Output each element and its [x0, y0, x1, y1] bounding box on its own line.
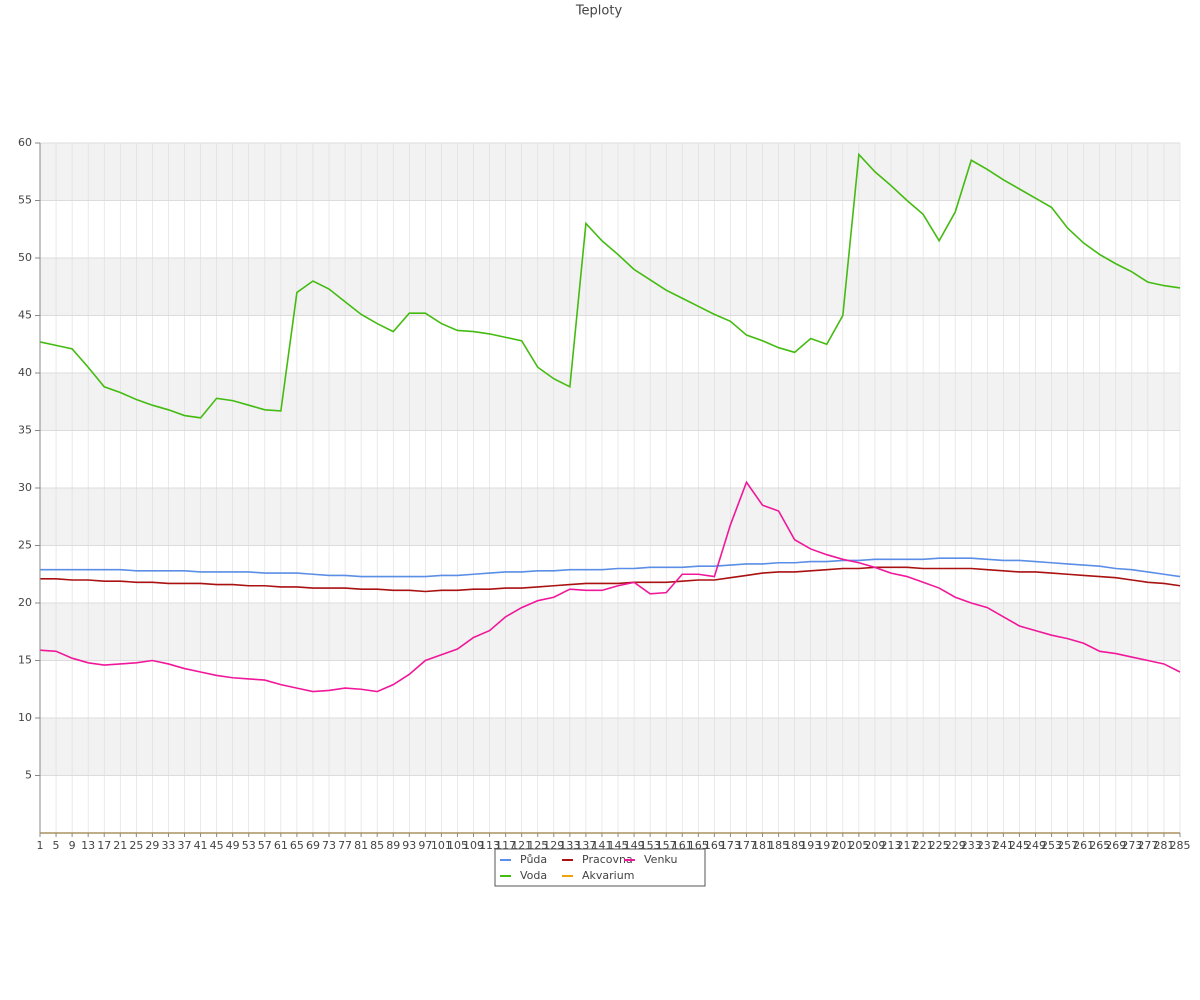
x-tick-label: 37	[178, 839, 192, 852]
x-tick-label: 233	[961, 839, 982, 852]
y-tick-label: 50	[18, 251, 32, 264]
x-tick-label: 281	[1153, 839, 1174, 852]
legend-box	[494, 848, 706, 887]
y-tick-label: 15	[18, 654, 32, 667]
x-tick-label: 273	[1121, 839, 1142, 852]
series-line	[40, 557, 1181, 578]
x-tick-label: 205	[848, 839, 869, 852]
y-tick-label: 35	[18, 424, 32, 437]
x-tick-label: 1	[37, 839, 44, 852]
x-tick-label: 169	[704, 839, 725, 852]
x-tick-label: 177	[736, 839, 757, 852]
y-tick-label: 60	[18, 136, 32, 149]
series-line	[40, 566, 1181, 593]
x-tick-label: 29	[145, 839, 159, 852]
y-tick-label: 10	[18, 711, 32, 724]
grid-band	[40, 488, 1180, 546]
x-tick-label: 285	[1170, 839, 1191, 852]
x-tick-label: 249	[1025, 839, 1046, 852]
x-tick-label: 173	[720, 839, 741, 852]
x-tick-label: 253	[1041, 839, 1062, 852]
x-tick-label: 241	[993, 839, 1014, 852]
x-tick-label: 225	[929, 839, 950, 852]
legend-label: Půda	[520, 853, 547, 866]
x-tick-label: 217	[897, 839, 918, 852]
legend: Půda Pracovna Venku Voda Akvarium	[500, 853, 677, 882]
x-tick-label: 9	[69, 839, 76, 852]
x-tick-label: 93	[402, 839, 416, 852]
x-tick-label: 105	[447, 839, 468, 852]
x-tick-label: 101	[431, 839, 452, 852]
x-tick-label: 245	[1009, 839, 1030, 852]
x-tick-label: 269	[1105, 839, 1126, 852]
legend-label: Voda	[520, 869, 547, 882]
x-tick-label: 49	[226, 839, 240, 852]
x-tick-label: 181	[752, 839, 773, 852]
grid-band	[40, 603, 1180, 661]
x-tick-label: 229	[945, 839, 966, 852]
chart-title: Teploty	[575, 4, 623, 19]
x-tick-label: 17	[97, 839, 111, 852]
y-tick-label: 45	[18, 309, 32, 322]
legend-label: Venku	[644, 853, 677, 866]
x-tick-label: 33	[161, 839, 175, 852]
x-tick-label: 197	[816, 839, 837, 852]
y-tick-label: 5	[25, 769, 32, 782]
x-tick-label: 57	[258, 839, 272, 852]
x-tick-label: 41	[194, 839, 208, 852]
grid-band	[40, 373, 1180, 431]
x-tick-label: 25	[129, 839, 143, 852]
y-tick-label: 30	[18, 481, 32, 494]
y-tick-label: 20	[18, 596, 32, 609]
x-tick-label: 209	[864, 839, 885, 852]
x-tick-label: 5	[53, 839, 60, 852]
x-tick-label: 185	[768, 839, 789, 852]
y-tick-label: 55	[18, 194, 32, 207]
bands	[40, 143, 1180, 776]
legend-label: Pracovna	[582, 853, 633, 866]
x-tick-label: 65	[290, 839, 304, 852]
x-tick-label: 189	[784, 839, 805, 852]
x-tick-label: 61	[274, 839, 288, 852]
x-tick-label: 221	[913, 839, 934, 852]
x-tick-label: 69	[306, 839, 320, 852]
x-tick-label: 277	[1137, 839, 1158, 852]
x-tick-label: 81	[354, 839, 368, 852]
grid-band	[40, 718, 1180, 776]
x-tick-label: 21	[113, 839, 127, 852]
y-tick-label: 25	[18, 539, 32, 552]
x-tick-label: 45	[210, 839, 224, 852]
series-line	[39, 480, 1181, 693]
x-tick-label: 257	[1057, 839, 1078, 852]
x-tick-label: 13	[81, 839, 95, 852]
x-tick-label: 53	[242, 839, 256, 852]
x-tick-label: 97	[418, 839, 432, 852]
x-tick-label: 89	[386, 839, 400, 852]
x-tick-label: 237	[977, 839, 998, 852]
x-tick-label: 213	[880, 839, 901, 852]
grid-band	[40, 258, 1180, 316]
x-tick-label: 73	[322, 839, 336, 852]
legend-label: Akvarium	[582, 869, 634, 882]
x-tick-label: 77	[338, 839, 352, 852]
y-tick-label: 40	[18, 366, 32, 379]
grid-band	[40, 143, 1180, 201]
x-tick-label: 265	[1089, 839, 1110, 852]
x-tick-label: 85	[370, 839, 384, 852]
x-tick-label: 193	[800, 839, 821, 852]
series-line	[39, 152, 1181, 419]
x-tick-label: 261	[1073, 839, 1094, 852]
x-tick-label: 109	[463, 839, 484, 852]
x-tick-label: 201	[832, 839, 853, 852]
